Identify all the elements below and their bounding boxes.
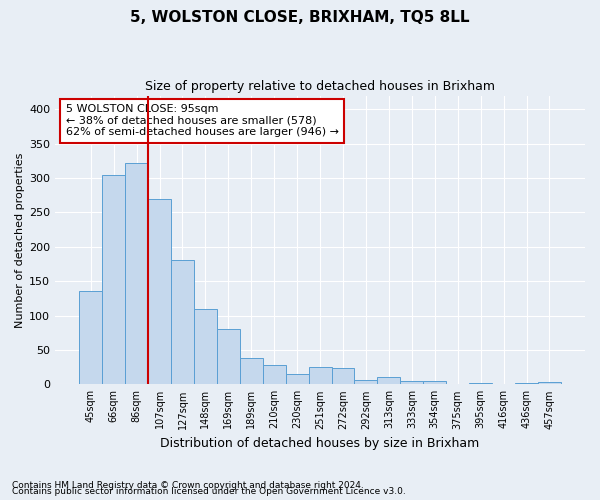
- Title: Size of property relative to detached houses in Brixham: Size of property relative to detached ho…: [145, 80, 495, 93]
- Bar: [194, 308, 217, 384]
- Bar: [263, 365, 286, 384]
- Bar: [355, 380, 377, 384]
- Bar: [377, 378, 400, 384]
- Bar: [308, 367, 332, 384]
- Bar: [171, 260, 194, 384]
- Text: Contains public sector information licensed under the Open Government Licence v3: Contains public sector information licen…: [12, 488, 406, 496]
- Text: 5, WOLSTON CLOSE, BRIXHAM, TQ5 8LL: 5, WOLSTON CLOSE, BRIXHAM, TQ5 8LL: [130, 10, 470, 25]
- Bar: [217, 330, 240, 384]
- Bar: [469, 383, 492, 384]
- Bar: [515, 383, 538, 384]
- Bar: [423, 381, 446, 384]
- Bar: [538, 382, 561, 384]
- Text: 5 WOLSTON CLOSE: 95sqm
← 38% of detached houses are smaller (578)
62% of semi-de: 5 WOLSTON CLOSE: 95sqm ← 38% of detached…: [66, 104, 339, 138]
- Bar: [240, 358, 263, 384]
- Bar: [400, 381, 423, 384]
- Y-axis label: Number of detached properties: Number of detached properties: [15, 152, 25, 328]
- Bar: [102, 174, 125, 384]
- Bar: [332, 368, 355, 384]
- X-axis label: Distribution of detached houses by size in Brixham: Distribution of detached houses by size …: [160, 437, 480, 450]
- Bar: [286, 374, 308, 384]
- Bar: [148, 198, 171, 384]
- Bar: [125, 163, 148, 384]
- Text: Contains HM Land Registry data © Crown copyright and database right 2024.: Contains HM Land Registry data © Crown c…: [12, 481, 364, 490]
- Bar: [79, 292, 102, 384]
